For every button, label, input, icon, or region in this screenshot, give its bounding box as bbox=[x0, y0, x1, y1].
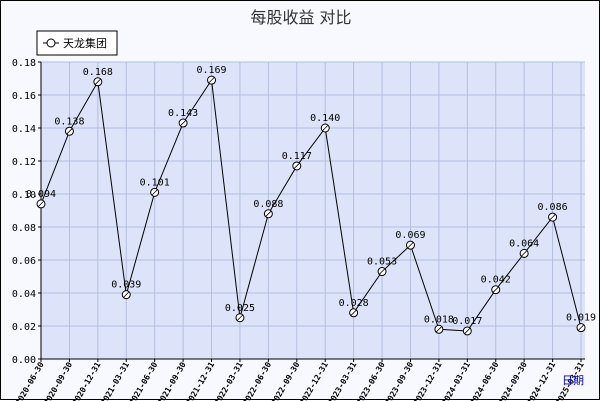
data-label: 0.140 bbox=[310, 113, 340, 124]
x-axis-ticks: 2020-06-302020-09-302020-12-312021-03-31… bbox=[14, 359, 586, 401]
data-point-mark bbox=[350, 310, 357, 316]
data-point-mark bbox=[578, 324, 584, 331]
legend-entry-label: 天龙集团 bbox=[63, 36, 107, 50]
data-point-mark bbox=[379, 268, 385, 275]
data-point-mark bbox=[180, 120, 186, 126]
data-point-mark bbox=[265, 211, 272, 217]
axes bbox=[40, 62, 585, 360]
y-tick-label: 0.06 bbox=[12, 256, 36, 267]
x-tick-label: 2022-12-31 bbox=[298, 360, 330, 401]
x-tick-label: 2024-03-31 bbox=[440, 360, 472, 401]
x-tick-label: 2023-12-31 bbox=[412, 360, 444, 401]
data-point-mark bbox=[237, 314, 243, 321]
legend-marker bbox=[46, 38, 56, 48]
x-tick-label: 2021-09-30 bbox=[156, 360, 188, 401]
data-point-mark bbox=[322, 125, 328, 131]
x-tick-label: 2021-12-31 bbox=[184, 360, 216, 401]
x-tick-label: 2022-09-30 bbox=[270, 360, 302, 401]
y-tick-label: 0.16 bbox=[12, 91, 36, 102]
y-tick-label: 0.02 bbox=[12, 322, 36, 333]
x-tick-label: 2023-09-30 bbox=[383, 360, 415, 401]
data-label: 0.017 bbox=[452, 316, 482, 327]
data-point-mark bbox=[549, 214, 556, 220]
data-point-mark bbox=[123, 291, 130, 298]
data-label: 0.094 bbox=[26, 189, 56, 200]
plot-area bbox=[41, 62, 585, 359]
y-tick-label: 0.04 bbox=[12, 289, 36, 300]
data-point-mark bbox=[492, 286, 499, 293]
x-tick-label: 2023-03-31 bbox=[326, 360, 358, 401]
y-tick-label: 0.10 bbox=[12, 190, 36, 201]
x-tick-label: 2020-12-31 bbox=[71, 360, 103, 401]
data-label: 0.138 bbox=[54, 116, 84, 127]
legend: 天龙集团 bbox=[36, 30, 118, 56]
data-point-mark bbox=[66, 128, 73, 135]
data-label: 0.086 bbox=[538, 202, 568, 213]
y-tick-label: 0.14 bbox=[12, 124, 36, 135]
data-labels: 0.094 0.138 0.168 0.039 0.101 0.143 0.169 0.025… bbox=[26, 65, 596, 327]
y-axis-ticks: 0.00 0.02 0.04 0.06 0.08 0.10 0.12 0.14 0.16 0.18 bbox=[12, 58, 41, 366]
data-label: 0.088 bbox=[253, 199, 283, 210]
y-tick-label: 0.18 bbox=[12, 58, 36, 69]
data-label: 0.042 bbox=[481, 275, 511, 286]
x-tick-label: 2022-03-31 bbox=[213, 360, 245, 401]
data-label: 0.025 bbox=[225, 303, 255, 314]
data-label: 0.019 bbox=[566, 313, 596, 324]
data-point-mark bbox=[407, 242, 414, 248]
data-label: 0.018 bbox=[424, 314, 454, 325]
data-label: 0.168 bbox=[83, 67, 113, 78]
x-axis-label: 日期 bbox=[562, 374, 584, 387]
data-point-mark bbox=[436, 326, 442, 333]
x-tick-label: 2024-12-31 bbox=[525, 360, 557, 401]
grid-lines bbox=[40, 61, 585, 360]
chart-title: 每股收益 对比 bbox=[250, 8, 351, 27]
data-point-mark bbox=[38, 201, 44, 207]
x-tick-label: 2020-06-30 bbox=[14, 360, 46, 401]
data-label: 0.039 bbox=[111, 280, 141, 291]
x-tick-label: 2021-03-31 bbox=[99, 360, 131, 401]
x-tick-label: 2023-06-30 bbox=[355, 360, 387, 401]
series-line bbox=[40, 78, 582, 332]
x-tick-label: 2021-06-30 bbox=[128, 360, 160, 401]
data-label: 0.053 bbox=[367, 257, 397, 268]
data-point-mark bbox=[95, 79, 101, 85]
data-point-mark bbox=[521, 250, 527, 257]
data-label: 0.143 bbox=[168, 108, 198, 119]
data-label: 0.169 bbox=[196, 65, 226, 76]
data-label: 0.028 bbox=[339, 298, 369, 309]
data-label: 0.069 bbox=[395, 230, 425, 241]
data-point-mark bbox=[294, 163, 300, 169]
data-point-mark bbox=[151, 189, 158, 196]
y-tick-label: 0.12 bbox=[12, 157, 36, 168]
y-tick-label: 0.08 bbox=[12, 223, 36, 234]
x-tick-label: 2024-06-30 bbox=[469, 360, 501, 401]
data-point-mark bbox=[208, 77, 215, 83]
x-tick-label: 2024-09-30 bbox=[497, 360, 529, 401]
data-point-mark bbox=[464, 328, 471, 334]
x-tick-label: 2020-09-30 bbox=[42, 360, 74, 401]
x-tick-label: 2022-06-30 bbox=[241, 360, 273, 401]
y-tick-label: 0.00 bbox=[12, 355, 36, 366]
data-label: 0.064 bbox=[509, 238, 539, 249]
series-line-group bbox=[36, 75, 586, 336]
data-label: 0.117 bbox=[282, 151, 312, 162]
data-label: 0.101 bbox=[140, 177, 170, 188]
